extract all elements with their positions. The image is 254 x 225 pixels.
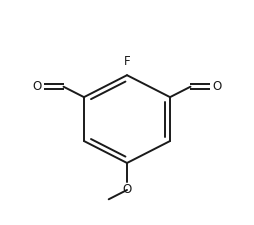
Text: O: O xyxy=(122,183,132,196)
Text: F: F xyxy=(124,55,130,68)
Text: O: O xyxy=(33,80,42,93)
Text: O: O xyxy=(212,80,221,93)
